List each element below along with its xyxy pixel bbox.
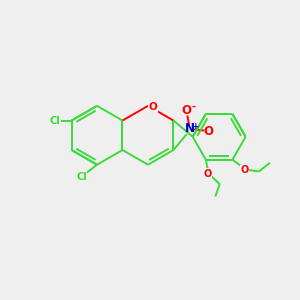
Text: O: O: [241, 165, 249, 175]
Text: N: N: [185, 122, 195, 135]
Text: O: O: [149, 102, 158, 112]
Text: +: +: [192, 122, 200, 131]
Text: Cl: Cl: [49, 116, 60, 126]
Text: O: O: [182, 104, 192, 117]
Text: O: O: [203, 125, 214, 138]
Text: O: O: [203, 169, 212, 179]
Text: Cl: Cl: [76, 172, 87, 182]
Text: -: -: [191, 101, 195, 111]
